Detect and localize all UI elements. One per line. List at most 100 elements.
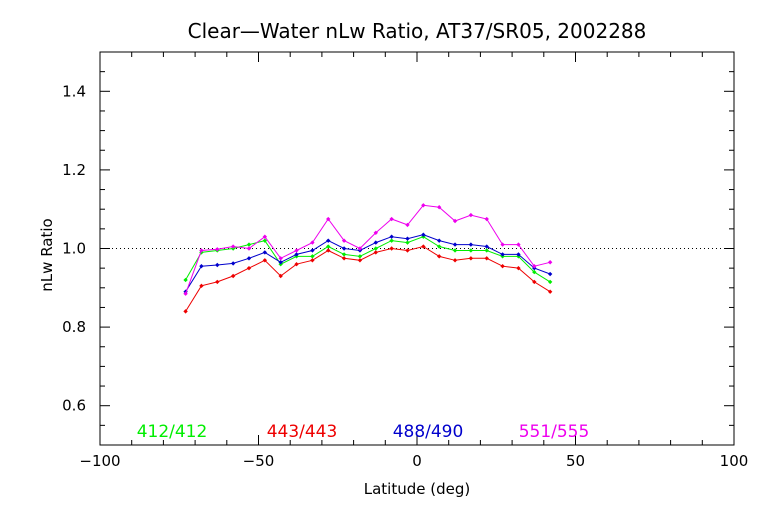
data-point [405,248,410,253]
data-point [468,248,474,253]
data-point [436,205,442,210]
data-point [452,248,458,253]
data-point [500,263,505,269]
data-point [310,248,315,253]
data-point [357,254,363,259]
data-point [436,244,442,249]
data-point [262,250,268,255]
data-point [484,248,489,253]
data-point [310,258,315,263]
data-point [484,244,489,249]
data-point [326,248,331,253]
data-point [278,256,283,261]
data-point [341,252,347,257]
data-point [516,242,521,247]
data-point [278,260,283,265]
y-tick-label: 1.2 [62,161,86,179]
y-tick-label: 1.4 [62,82,86,100]
series-layer [183,203,553,314]
y-axis-label: nLw Ratio [38,218,56,291]
data-point [326,216,331,222]
data-point [310,240,315,245]
data-point [452,242,458,247]
data-point [199,283,204,289]
data-point [547,289,553,294]
data-point [199,248,204,253]
data-point [262,238,268,243]
data-point [468,212,474,218]
data-point [516,252,521,257]
data-point [230,261,236,266]
data-point [500,252,505,257]
data-point [215,262,220,268]
data-point [183,309,188,314]
data-point [532,279,537,285]
data-point [468,256,474,261]
data-point [547,260,553,265]
data-point [389,246,394,251]
data-point [230,244,236,249]
data-point [341,256,347,261]
x-axis-label: Latitude (deg) [364,480,470,498]
data-point [452,218,458,224]
data-point [246,242,252,247]
x-tick-label: 100 [720,452,749,470]
x-tick-label: 50 [566,452,585,470]
data-point [278,273,283,279]
series-4 [183,203,553,296]
series-2 [183,244,553,314]
series-line [185,245,551,312]
data-point [484,216,489,222]
data-point [326,244,331,249]
series-line [185,204,551,294]
data-point [215,279,220,285]
data-point [199,263,204,269]
y-tick-label: 1.0 [62,240,86,258]
data-point [452,258,458,263]
data-point [389,238,394,243]
legend-entry-2: 443/443 [267,422,338,442]
data-point [294,252,299,257]
data-point [532,269,537,275]
x-tick-label: −50 [243,452,275,470]
legend: 412/412 443/443 488/490 551/555 [137,422,590,442]
legend-entry-1: 412/412 [137,422,208,442]
data-point [341,238,347,243]
data-point [357,258,363,263]
data-point [421,244,426,249]
data-point [326,238,331,243]
data-point [421,232,426,237]
data-point [294,262,299,267]
y-tick-label: 0.6 [62,397,86,415]
data-point [310,254,315,259]
data-point [373,230,378,235]
legend-entry-3: 488/490 [393,422,464,442]
axis-ticks: −100 −50 0 50 100 0.6 0.8 1.0 1.2 1.4 [62,51,749,470]
data-point [532,263,537,269]
data-point [246,256,252,261]
data-point [230,273,236,279]
data-point [500,242,505,247]
data-point [373,250,378,255]
data-point [405,222,410,228]
data-point [246,265,252,271]
data-point [294,248,299,253]
data-point [373,246,378,251]
series-line [185,236,551,283]
data-point [262,258,268,263]
data-point [389,234,394,239]
series-3 [183,232,553,294]
data-point [405,240,410,245]
y-tick-label: 0.8 [62,318,86,336]
series-line [185,234,551,292]
data-point [389,216,394,222]
data-point [246,246,252,251]
data-point [547,279,553,285]
data-point [468,242,474,247]
data-point [421,203,426,208]
data-point [405,236,410,241]
data-point [516,265,521,271]
x-tick-label: 0 [412,452,422,470]
data-point [183,277,188,283]
